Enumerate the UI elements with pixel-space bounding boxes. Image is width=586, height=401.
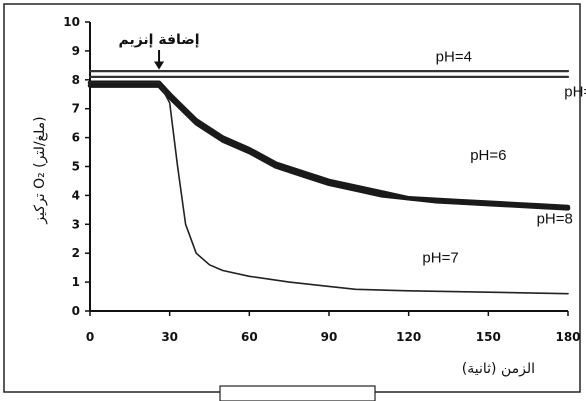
annotation-label: إضافة إنزيم — [118, 32, 199, 48]
y-axis-title: تركيز O₂ (ملغ/لتر) — [32, 116, 48, 224]
x-tick-label: 60 — [241, 330, 258, 344]
caption-box — [219, 385, 376, 401]
x-tick-label: 180 — [555, 330, 580, 344]
x-tick-label: 150 — [476, 330, 501, 344]
y-tick-label: 3 — [72, 217, 80, 231]
x-tick-label: 120 — [396, 330, 421, 344]
x-axis-title: الزمن (ثانية) — [462, 361, 535, 377]
y-tick-label: 4 — [72, 188, 80, 202]
y-tick-label: 5 — [72, 160, 80, 174]
series-line-ph-6 — [87, 80, 571, 210]
series-label-ph-10: pH=10 — [564, 83, 586, 100]
series-label-ph-8: pH=8 — [537, 211, 573, 228]
x-tick-label: 0 — [86, 330, 94, 344]
x-tick-label: 90 — [321, 330, 338, 344]
y-tick-label: 7 — [72, 102, 80, 116]
x-tick-label: 30 — [161, 330, 178, 344]
y-tick-label: 8 — [72, 73, 80, 87]
series-label-ph-7: pH=7 — [422, 250, 458, 267]
y-tick-label: 1 — [72, 275, 80, 289]
series-label-ph-4: pH=4 — [436, 49, 472, 66]
y-tick-label: 0 — [72, 304, 80, 318]
annotation-arrow-head — [154, 61, 165, 70]
y-tick-label: 6 — [72, 131, 80, 145]
y-tick-label: 2 — [72, 246, 80, 260]
series-line-ph-7 — [89, 81, 569, 295]
y-tick-label: 10 — [63, 15, 80, 29]
series-label-ph-6: pH=6 — [470, 147, 506, 164]
series-line-ph-8 — [87, 83, 571, 211]
y-tick-label: 9 — [72, 44, 80, 58]
